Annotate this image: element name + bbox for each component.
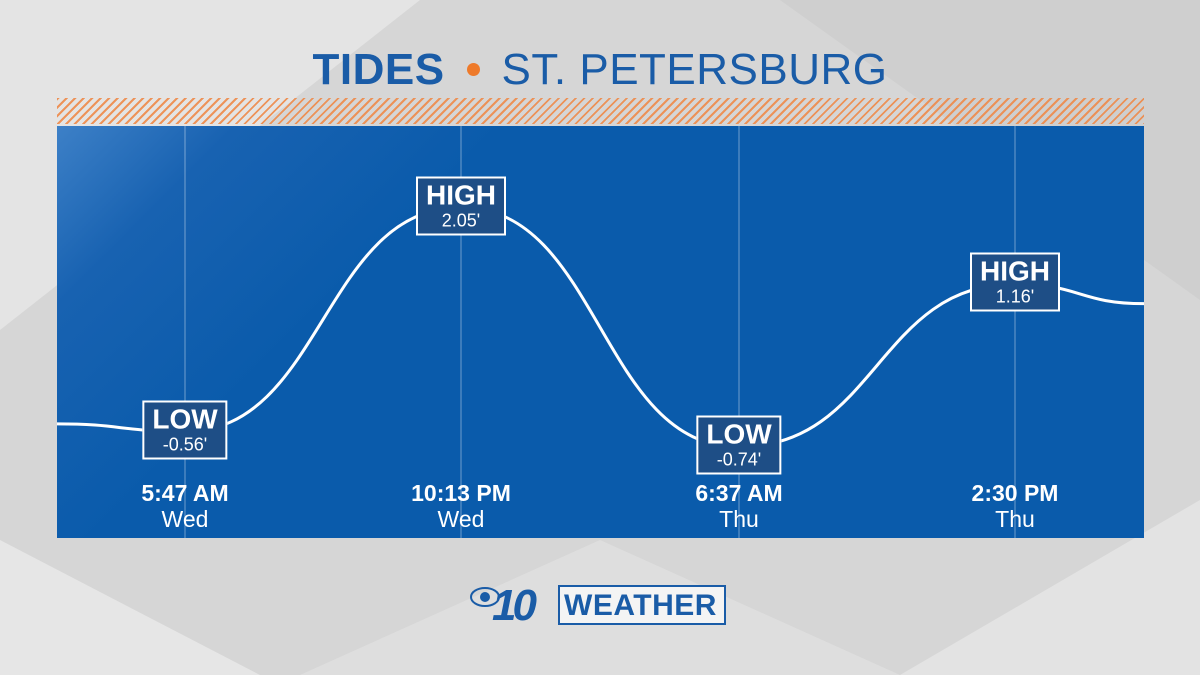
logo-box	[558, 585, 726, 625]
logo-word: WEATHER	[564, 589, 717, 622]
time-label: 6:37 AM Thu	[695, 480, 782, 532]
tide-kind: LOW	[706, 418, 772, 450]
separator-dot-icon	[466, 62, 480, 76]
title-bold: TIDES	[312, 45, 445, 94]
tide-chart	[57, 126, 1144, 538]
time-label: 10:13 PM Wed	[411, 480, 511, 532]
eye-icon	[470, 587, 500, 607]
tide-time: 5:47 AM	[141, 480, 229, 506]
tide-time: 2:30 PM	[971, 480, 1059, 506]
logo-number: 10	[492, 581, 537, 630]
time-label: 2:30 PM Thu	[972, 480, 1059, 532]
tide-time: 6:37 AM	[695, 480, 783, 506]
tide-height: -0.74'	[716, 449, 762, 470]
time-label: 5:47 AM Wed	[141, 480, 228, 532]
tide-height: -0.56'	[162, 434, 208, 455]
tide-day: Wed	[437, 506, 485, 532]
tide-day: Thu	[995, 506, 1035, 532]
tide-height: 1.16'	[995, 286, 1035, 307]
tide-kind: HIGH	[426, 179, 496, 211]
tide-chart-panel: LOW -0.56' HIGH 2.05' LOW -0.74' HIGH 1.16' 5:4…	[57, 126, 1144, 538]
tide-day: Wed	[161, 506, 209, 532]
page-title: TIDES ST. PETERSBURG	[0, 44, 1200, 96]
tide-label-low: LOW -0.74'	[696, 415, 782, 475]
tide-kind: HIGH	[980, 255, 1050, 287]
station-logo: 10 WEATHER	[470, 583, 728, 629]
tide-kind: LOW	[152, 403, 218, 435]
tide-label-high: HIGH 1.16'	[970, 252, 1060, 312]
hatch-strip	[57, 98, 1144, 124]
tide-label-high: HIGH 2.05'	[416, 176, 506, 236]
tide-day: Thu	[719, 506, 759, 532]
tide-time: 10:13 PM	[411, 480, 511, 506]
tide-height: 2.05'	[441, 210, 481, 231]
tide-label-low: LOW -0.56'	[142, 400, 228, 460]
title-location: ST. PETERSBURG	[501, 45, 888, 94]
